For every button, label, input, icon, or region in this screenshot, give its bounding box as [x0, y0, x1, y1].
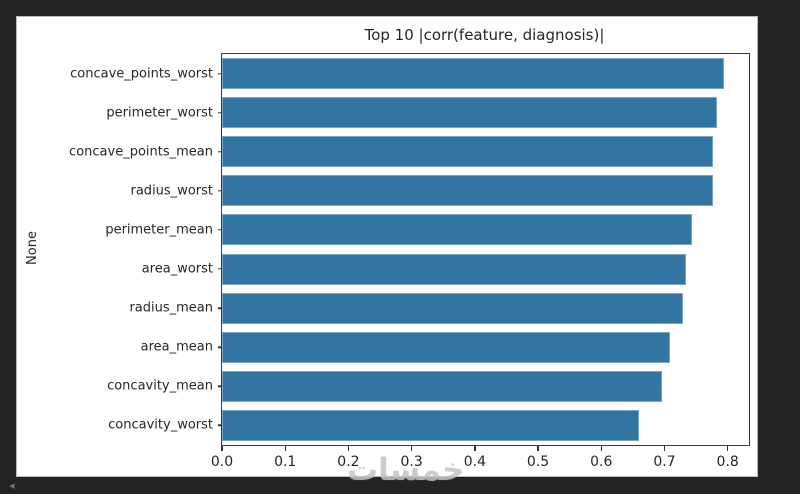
y-tick-mark	[218, 72, 222, 75]
x-tick-mark	[537, 446, 539, 451]
y-tick-label: concavity_mean	[107, 378, 213, 394]
bar-row: concavity_worst	[108, 406, 749, 445]
x-tick-label: 0.7	[653, 454, 676, 470]
y-tick-mark	[218, 268, 222, 270]
bar-area_worst	[222, 253, 686, 285]
bar-row: perimeter_mean	[105, 210, 749, 249]
bar-row: concave_points_mean	[69, 132, 749, 171]
y-tick-mark	[218, 151, 222, 153]
y-tick-mark	[218, 346, 222, 348]
y-tick-mark	[218, 190, 222, 192]
bar-row: concavity_mean	[107, 367, 749, 406]
y-tick-mark	[218, 111, 222, 114]
x-tick-label: 0.0	[210, 454, 234, 470]
y-tick-label: perimeter_worst	[106, 105, 213, 121]
bar-radius_worst	[222, 175, 713, 207]
x-tick-mark	[347, 446, 350, 451]
x-tick-label: 0.5	[526, 454, 550, 470]
x-tick-label: 0.6	[590, 454, 613, 470]
y-tick-label: concave_points_worst	[70, 66, 213, 82]
y-tick-mark	[218, 307, 222, 309]
x-tick-label: 0.3	[400, 454, 423, 470]
x-tick-mark	[663, 446, 666, 451]
bar-concave_points_worst	[222, 58, 724, 90]
bar-area_mean	[222, 331, 671, 363]
y-tick-label: area_mean	[140, 339, 213, 355]
bar-row: perimeter_worst	[106, 93, 749, 132]
bar-concavity_mean	[222, 370, 662, 402]
y-axis-label-text: None	[25, 231, 40, 265]
y-tick-label: area_worst	[141, 261, 213, 277]
chart-title: Top 10 |corr(feature, diagnosis)|	[364, 26, 605, 44]
bar-row: concave_points_worst	[70, 54, 749, 93]
left-arrow-icon[interactable]: ◂	[9, 479, 15, 492]
chart-figure: Top 10 |corr(feature, diagnosis)| None c…	[16, 16, 758, 477]
y-tick-mark	[218, 385, 222, 387]
bar-concavity_worst	[222, 409, 640, 441]
x-tick-mark	[410, 446, 413, 451]
x-tick-mark	[474, 446, 476, 451]
bar-row: radius_worst	[131, 171, 749, 210]
x-tick-label: 0.1	[274, 454, 297, 470]
bar-perimeter_mean	[222, 214, 692, 246]
y-tick-label: radius_worst	[130, 183, 214, 199]
x-tick-mark	[284, 446, 286, 451]
y-tick-label: concave_points_mean	[69, 144, 213, 160]
x-tick-label: 0.2	[337, 454, 360, 470]
y-tick-label: perimeter_mean	[105, 222, 213, 238]
bar-radius_mean	[222, 292, 684, 324]
bar-row: area_worst	[142, 249, 749, 288]
y-tick-label: radius_mean	[129, 300, 213, 316]
y-tick-label: concavity_worst	[108, 417, 213, 433]
x-tick-mark	[221, 446, 223, 451]
bar-row: area_mean	[141, 328, 749, 367]
x-tick-label: 0.4	[463, 454, 486, 470]
bar-row: radius_mean	[129, 289, 749, 328]
y-tick-mark	[218, 424, 222, 427]
x-tick-mark	[600, 446, 602, 451]
x-tick-mark	[727, 446, 729, 451]
y-tick-mark	[218, 229, 222, 231]
bar-concave_points_mean	[222, 136, 714, 168]
bar-perimeter_worst	[222, 97, 717, 129]
x-tick-label: 0.8	[716, 454, 739, 470]
